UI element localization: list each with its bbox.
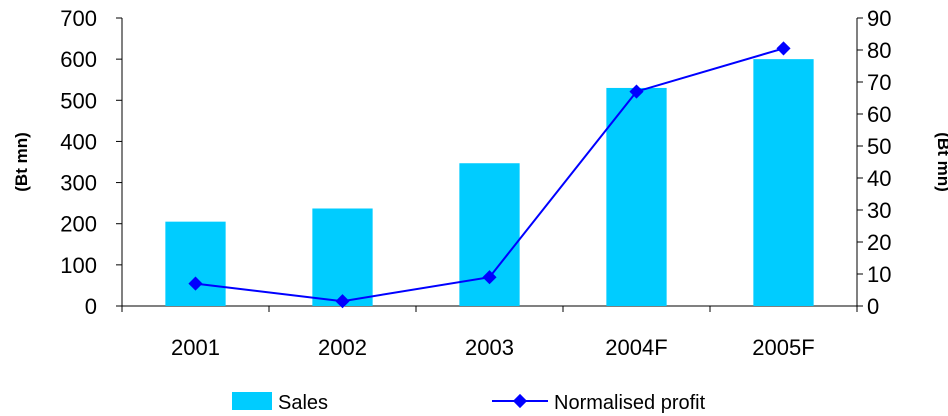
x-tick-label: 2003 <box>465 335 514 360</box>
left-tick-label: 100 <box>60 253 97 278</box>
bar-sales-2001 <box>165 221 226 306</box>
left-axis-ticks: 0 100 200 300 400 500 600 700 <box>60 6 122 319</box>
profit-line <box>188 41 791 309</box>
point-profit-2004F <box>629 84 644 99</box>
right-tick-label: 20 <box>867 230 891 255</box>
legend-item-profit: Normalised profit <box>492 392 706 414</box>
legend-swatch-sales <box>232 392 272 410</box>
x-tick-label: 2002 <box>318 335 367 360</box>
x-tick-label: 2004F <box>605 335 667 360</box>
left-axis: 0 100 200 300 400 500 600 700 (Bt mn) <box>12 6 123 319</box>
left-tick-label: 500 <box>60 88 97 113</box>
x-tick-label: 2001 <box>171 335 220 360</box>
legend-label-sales: Sales <box>278 392 328 414</box>
right-tick-label: 70 <box>867 70 891 95</box>
right-tick-label: 60 <box>867 102 891 127</box>
left-tick-label: 400 <box>60 129 97 154</box>
right-tick-label: 90 <box>867 6 891 31</box>
legend: Sales Normalised profit <box>232 392 706 414</box>
bar-sales-2003 <box>459 163 520 306</box>
legend-item-sales: Sales <box>232 392 328 414</box>
point-profit-2002 <box>335 294 350 309</box>
right-tick-label: 50 <box>867 134 891 159</box>
right-axis: 0 10 20 30 40 50 60 70 80 90 (Bt mn) <box>856 6 948 319</box>
x-axis: 2001 2002 2003 2004F 2005F <box>121 305 858 360</box>
bar-sales-2004F <box>606 87 667 306</box>
bar-sales-2002 <box>312 208 373 306</box>
x-axis-ticks: 2001 2002 2003 2004F 2005F <box>121 306 858 360</box>
bar-sales-2005F <box>753 59 814 307</box>
legend-label-profit: Normalised profit <box>554 392 706 414</box>
sales-bars <box>165 59 814 307</box>
point-profit-2003 <box>482 270 497 285</box>
right-tick-label: 80 <box>867 38 891 63</box>
left-tick-label: 0 <box>85 294 97 319</box>
left-tick-label: 300 <box>60 171 97 196</box>
left-axis-label: (Bt mn) <box>12 132 31 191</box>
right-axis-label: (Bt mn) <box>934 132 948 191</box>
right-tick-label: 10 <box>867 262 891 287</box>
right-axis-ticks: 0 10 20 30 40 50 60 70 80 90 <box>857 6 891 319</box>
right-tick-label: 40 <box>867 166 891 191</box>
right-tick-label: 30 <box>867 198 891 223</box>
right-tick-label: 0 <box>867 294 879 319</box>
left-tick-label: 200 <box>60 212 97 237</box>
left-tick-label: 700 <box>60 6 97 31</box>
left-tick-label: 600 <box>60 47 97 72</box>
point-profit-2001 <box>188 276 203 291</box>
x-tick-label: 2005F <box>752 335 814 360</box>
point-profit-2005F <box>776 41 791 56</box>
legend-marker-profit <box>512 393 528 409</box>
